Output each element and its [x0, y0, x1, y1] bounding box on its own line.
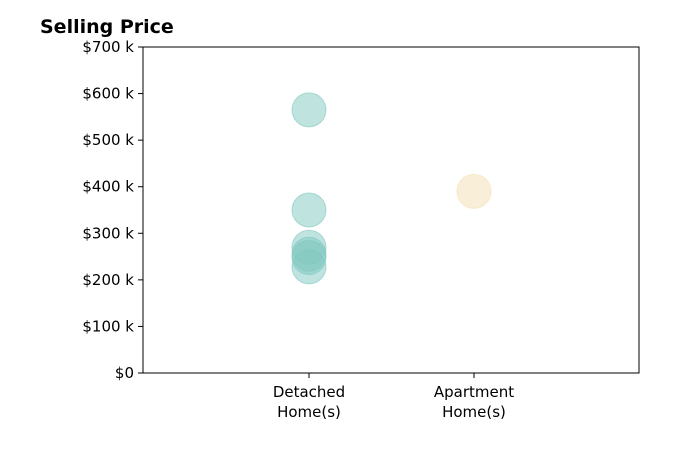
data-point: [291, 192, 327, 228]
y-tick-label: $0: [115, 364, 134, 382]
x-tick-label: Detached Home(s): [273, 383, 345, 421]
y-tick-label: $100 k: [82, 317, 134, 335]
data-point: [456, 173, 492, 209]
y-tick-label: $500 k: [82, 131, 134, 149]
data-point: [291, 249, 327, 285]
x-tick-label: Apartment Home(s): [434, 383, 514, 421]
plot-frame: [142, 46, 640, 374]
y-tick-label: $300 k: [82, 224, 134, 242]
chart-title: Selling Price: [40, 16, 174, 38]
y-tick-label: $400 k: [82, 178, 134, 196]
y-tick-label: $200 k: [82, 271, 134, 289]
data-point: [291, 92, 327, 128]
y-tick-label: $700 k: [82, 38, 134, 56]
y-tick-label: $600 k: [82, 85, 134, 103]
